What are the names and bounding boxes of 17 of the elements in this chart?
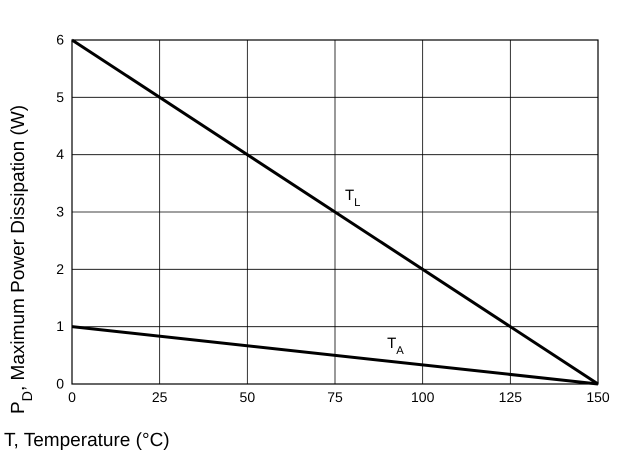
y-tick-label: 6	[56, 31, 64, 48]
x-tick-label: 25	[152, 388, 168, 405]
x-tick-label: 150	[586, 388, 610, 405]
y-tick-label: 1	[56, 318, 64, 334]
x-tick-label: 50	[240, 388, 256, 405]
x-tick-label: 100	[410, 388, 435, 405]
y-tick-label: 2	[56, 260, 64, 277]
y-tick-label: 4	[56, 146, 64, 162]
x-tick-label: 75	[327, 388, 343, 405]
y-tick-label: 0	[56, 375, 64, 392]
x-axis-title: T, Temperature (°C)	[4, 430, 170, 451]
y-tick-label: 3	[56, 203, 64, 220]
x-tick-label: 125	[498, 388, 522, 405]
y-tick-label: 5	[56, 88, 64, 105]
series-label: T$_{A}$	[387, 334, 404, 357]
series-label: T$_{L}$	[345, 187, 360, 209]
x-tick-label: 0	[68, 388, 76, 405]
